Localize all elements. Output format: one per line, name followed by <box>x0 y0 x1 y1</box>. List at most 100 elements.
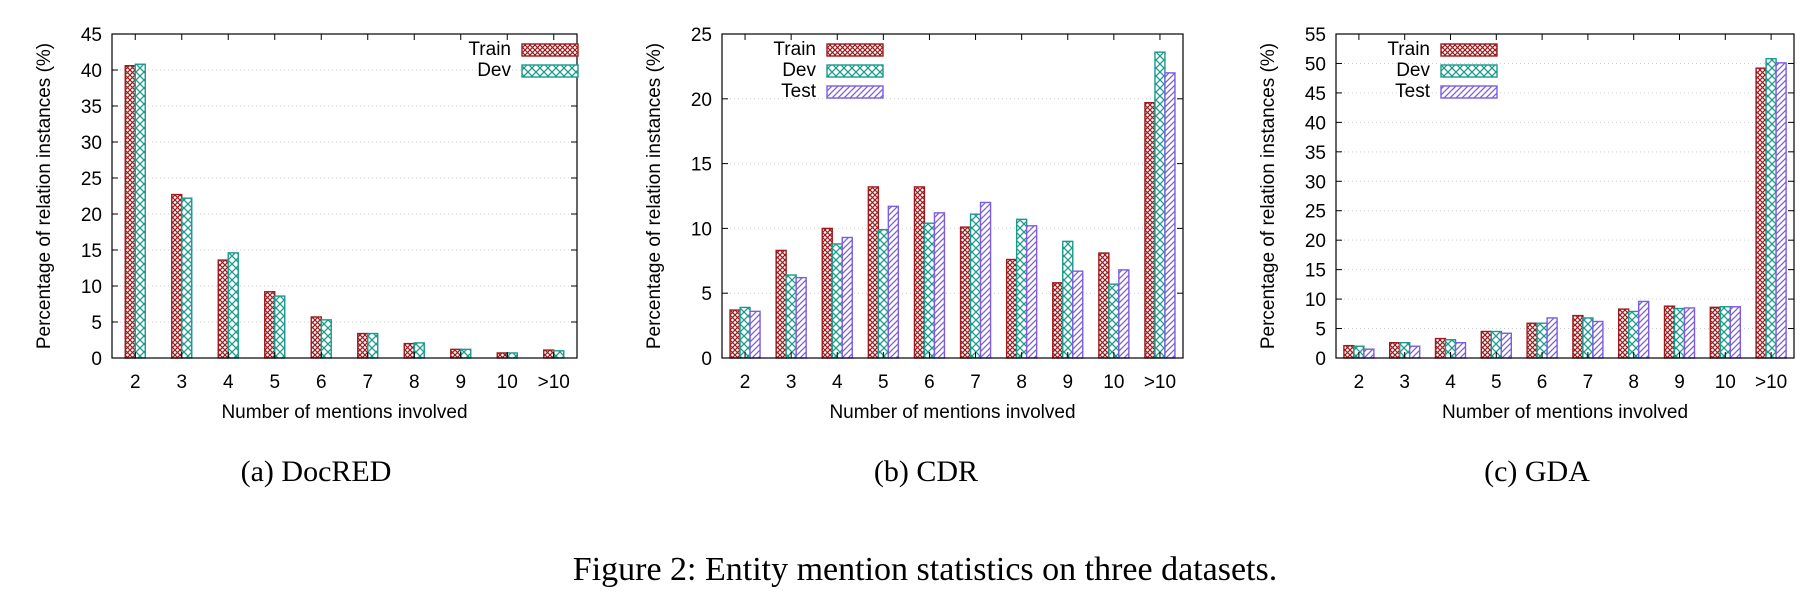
x-axis-label: Number of mentions involved <box>221 402 467 423</box>
y-tick-label: 15 <box>691 155 712 176</box>
y-tick-label: 10 <box>81 277 102 298</box>
y-tick-label: 10 <box>691 219 712 240</box>
bar-test <box>749 310 761 359</box>
x-tick-label: 5 <box>269 372 280 393</box>
y-tick-label: 45 <box>81 25 102 46</box>
bar-train <box>1526 322 1538 359</box>
y-tick-label: 25 <box>1305 202 1326 223</box>
bar-test <box>1775 62 1787 359</box>
bar-dev <box>367 332 379 359</box>
bar-dev <box>1062 240 1074 359</box>
y-tick-label: 35 <box>1305 143 1326 164</box>
x-tick-label: 6 <box>924 372 935 393</box>
x-tick-label: 4 <box>832 372 843 393</box>
x-tick-label: 3 <box>786 372 797 393</box>
bar-dev <box>506 352 518 359</box>
bar-dev <box>181 197 193 359</box>
bar-dev <box>320 319 332 359</box>
bar-train <box>450 348 462 359</box>
bar-test <box>933 212 946 359</box>
bar-dev <box>1108 283 1120 359</box>
x-tick-label: 9 <box>455 372 466 393</box>
bar-test <box>1500 332 1513 359</box>
y-tick-label: 0 <box>701 349 712 370</box>
bar-test <box>1408 345 1421 359</box>
y-tick-label: 30 <box>1305 172 1326 193</box>
x-tick-label: 4 <box>1445 372 1456 393</box>
x-tick-label: 10 <box>1103 372 1124 393</box>
bar-train <box>357 332 369 359</box>
bar-train <box>1572 314 1584 359</box>
legend-label-train: Train <box>468 39 511 60</box>
plot-frame <box>1335 33 1795 359</box>
y-tick-label: 40 <box>81 61 102 82</box>
bar-dev <box>1015 218 1028 359</box>
bar-dev <box>1154 51 1166 359</box>
bar-train <box>1005 258 1018 359</box>
bar-test <box>979 201 992 359</box>
bar-test <box>1637 300 1650 359</box>
legend-label-test: Test <box>1395 81 1431 102</box>
bar-train <box>264 291 276 359</box>
x-tick-label: 2 <box>740 372 751 393</box>
bar-test <box>841 236 853 359</box>
bar-test <box>1454 341 1467 359</box>
x-tick-label: >10 <box>1144 372 1176 393</box>
bar-train <box>403 342 415 359</box>
y-tick-label: 25 <box>691 25 712 46</box>
bar-dev <box>923 222 936 359</box>
chart-cdr: 0 5 10 15 20 25 2 3 4 5 6 7 8 9 10 >10 Number of mention… <box>644 25 1184 423</box>
bar-test <box>1729 306 1742 359</box>
bar-train <box>1755 67 1767 359</box>
bar-dev <box>413 342 425 359</box>
bar-dev <box>785 274 797 359</box>
subcaption-cdr: (b) CDR <box>874 455 978 488</box>
y-tick-label: 50 <box>1305 54 1326 75</box>
y-axis-label: Percentage of relation instances (%) <box>1258 43 1279 349</box>
bar-test <box>1118 269 1130 359</box>
y-tick-label: 10 <box>1305 290 1326 311</box>
y-tick-label: 5 <box>1315 320 1326 341</box>
y-tick-label: 55 <box>1305 25 1326 46</box>
bar-test <box>1025 225 1038 359</box>
x-tick-label: 5 <box>878 372 889 393</box>
x-tick-label: 8 <box>409 372 420 393</box>
x-tick-label: >10 <box>538 372 570 393</box>
plot-frame <box>111 33 578 359</box>
bar-train <box>543 349 555 359</box>
bar-train <box>1388 341 1401 359</box>
legend-swatch-train <box>521 43 579 57</box>
bar-dev <box>969 213 982 359</box>
y-tick-label: 40 <box>1305 113 1326 134</box>
x-tick-label: 10 <box>497 372 518 393</box>
bar-dev <box>1765 58 1777 359</box>
bar-test <box>795 276 807 359</box>
bar-train <box>821 227 833 359</box>
bar-train <box>217 259 229 359</box>
bar-train <box>496 352 508 359</box>
x-tick-label: 7 <box>362 372 373 393</box>
y-tick-label: 15 <box>1305 261 1326 282</box>
plot-frame <box>721 33 1184 359</box>
x-tick-label: 8 <box>1628 372 1639 393</box>
bar-train <box>729 309 741 359</box>
bar-train <box>959 226 972 359</box>
y-tick-label: 20 <box>691 90 712 111</box>
bar-dev <box>553 350 565 359</box>
bar-train <box>1343 344 1355 359</box>
bar-dev <box>1627 310 1640 359</box>
y-axis-label: Percentage of relation instances (%) <box>644 43 665 349</box>
bar-train <box>310 316 322 359</box>
x-tick-label: 5 <box>1491 372 1502 393</box>
bar-test <box>887 205 900 359</box>
y-tick-label: 45 <box>1305 84 1326 105</box>
bar-dev <box>274 295 286 359</box>
legend-label-dev: Dev <box>1396 60 1430 81</box>
bar-dev <box>134 63 146 359</box>
y-tick-label: 25 <box>81 169 102 190</box>
legend-label-test: Test <box>781 81 817 102</box>
x-tick-label: 6 <box>1537 372 1548 393</box>
